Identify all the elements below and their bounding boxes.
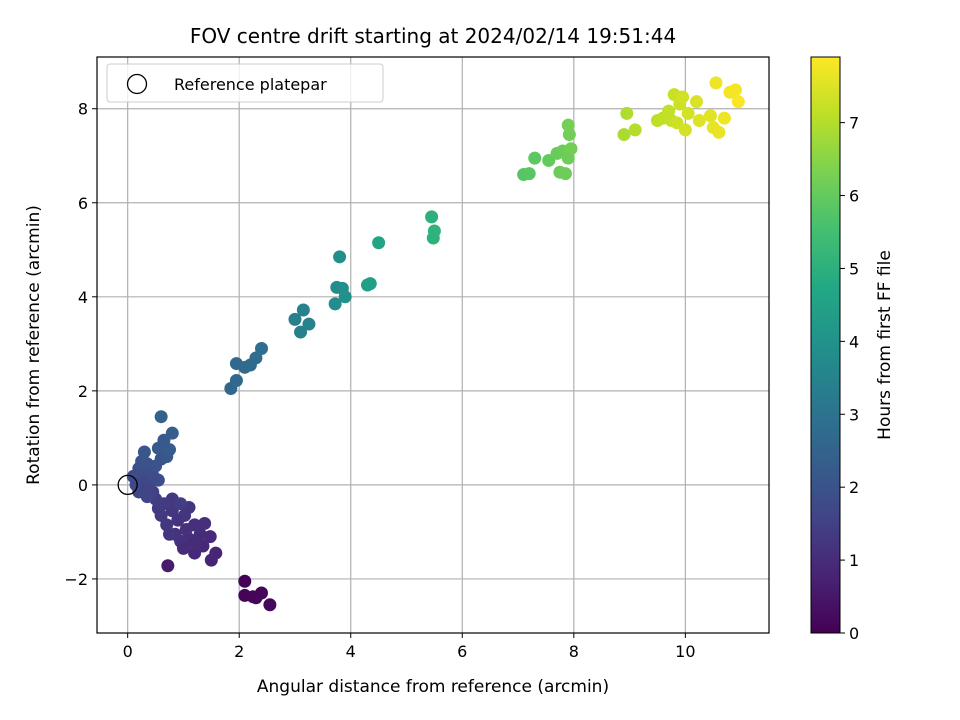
data-point	[558, 167, 572, 181]
data-point	[162, 527, 176, 541]
data-point	[209, 546, 223, 560]
data-point	[333, 250, 347, 264]
data-point	[162, 443, 176, 457]
y-tick-label: 8	[78, 100, 88, 119]
reference-marker	[117, 474, 138, 496]
data-point	[203, 530, 217, 544]
data-point	[296, 303, 310, 317]
data-point	[249, 591, 263, 605]
data-point	[729, 83, 743, 97]
data-point	[561, 118, 575, 132]
data-point	[137, 445, 151, 459]
data-point	[617, 128, 631, 142]
data-points	[126, 76, 745, 612]
data-point	[198, 516, 212, 530]
data-point	[176, 541, 190, 555]
data-point	[154, 410, 168, 424]
colorbar: 0 1 2 3 4 5 6 7 Hours from first FF file	[810, 56, 895, 643]
x-tick-label: 8	[569, 642, 579, 661]
data-point	[712, 125, 726, 139]
colorbar-title: Hours from first FF file	[875, 250, 895, 440]
y-tick-label: 0	[78, 476, 88, 495]
y-tick-label: 2	[78, 382, 88, 401]
data-point	[302, 317, 316, 331]
data-point	[193, 527, 207, 541]
colorbar-tick-label: 4	[849, 332, 859, 351]
data-point	[174, 497, 188, 511]
data-point	[681, 106, 695, 120]
y-tick-label: −2	[64, 570, 88, 589]
data-point	[425, 210, 439, 224]
data-point	[288, 312, 302, 326]
x-tick-label: 4	[346, 642, 356, 661]
data-point	[179, 523, 193, 537]
colorbar-tick-label: 7	[849, 114, 859, 133]
colorbar-tick-label: 3	[849, 405, 859, 424]
data-point	[129, 478, 143, 492]
colorbar-ticks: 0 1 2 3 4 5 6 7	[840, 114, 859, 643]
data-point	[140, 490, 154, 504]
data-point	[249, 351, 263, 365]
x-tick-label: 10	[675, 642, 695, 661]
data-point	[338, 290, 352, 304]
data-point	[328, 297, 342, 311]
y-axis: −2 0 2 4 6 8	[64, 100, 97, 589]
data-point	[620, 106, 634, 120]
data-point	[427, 224, 441, 238]
data-point	[151, 441, 165, 455]
data-point	[161, 559, 175, 573]
data-point	[372, 236, 386, 250]
colorbar-tick-label: 0	[849, 624, 859, 643]
data-point	[294, 325, 308, 339]
data-point	[717, 111, 731, 125]
data-point	[178, 508, 192, 522]
data-point	[564, 142, 578, 156]
data-point	[678, 123, 692, 137]
colorbar-tick-label: 6	[849, 187, 859, 206]
data-point	[255, 342, 269, 356]
legend-reference-icon	[126, 73, 148, 95]
colorbar-gradient	[810, 56, 841, 634]
data-point	[165, 426, 179, 440]
colorbar-tick-label: 1	[849, 551, 859, 570]
data-point	[676, 90, 690, 104]
data-point	[703, 109, 717, 123]
data-point	[731, 95, 745, 109]
data-point	[692, 113, 706, 127]
data-point	[151, 473, 165, 487]
colorbar-tick-label: 5	[849, 259, 859, 278]
data-point	[562, 128, 576, 142]
legend: Reference platepar	[106, 63, 384, 103]
data-point	[522, 167, 536, 181]
data-point	[229, 374, 243, 388]
x-axis-title: Angular distance from reference (arcmin)	[257, 677, 609, 697]
reference-point	[117, 474, 138, 496]
x-tick-label: 0	[123, 642, 133, 661]
x-axis: 0 2 4 6 8 10	[123, 633, 696, 661]
y-tick-label: 6	[78, 194, 88, 213]
data-point	[188, 537, 202, 551]
x-tick-label: 6	[457, 642, 467, 661]
data-point	[709, 76, 723, 90]
x-tick-label: 2	[234, 642, 244, 661]
data-point	[363, 277, 377, 291]
data-point	[263, 598, 277, 612]
grid	[97, 57, 769, 633]
legend-box	[106, 63, 384, 103]
data-point	[690, 95, 704, 109]
data-point	[528, 151, 542, 165]
data-point	[238, 574, 252, 588]
chart-title: FOV centre drift starting at 2024/02/14 …	[190, 24, 676, 48]
colorbar-tick-label: 2	[849, 478, 859, 497]
y-tick-label: 4	[78, 288, 88, 307]
y-axis-title: Rotation from reference (arcmin)	[24, 205, 44, 485]
plot-area-frame	[96, 56, 770, 634]
legend-label: Reference platepar	[174, 75, 327, 94]
data-point	[628, 123, 642, 137]
